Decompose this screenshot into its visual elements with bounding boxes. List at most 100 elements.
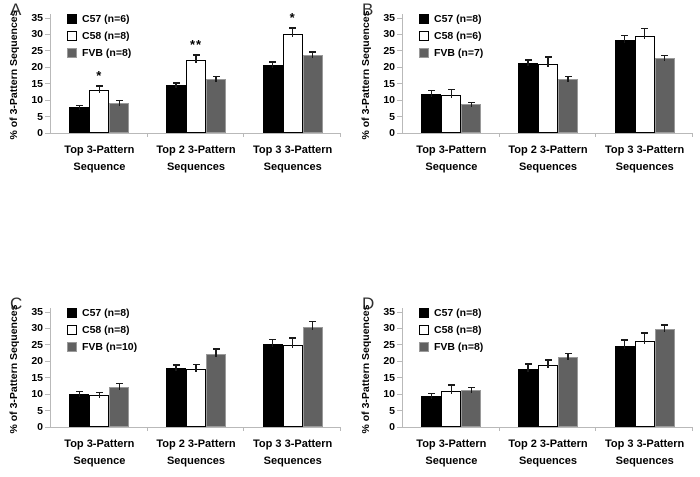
y-tick-label: 10 [383, 94, 395, 107]
legend-label: FVB (n=10) [82, 340, 138, 353]
bar-c57-group2 [518, 368, 538, 427]
error-bar-cap [621, 339, 629, 341]
x-category-label: Top 3 3-Pattern Sequences [241, 436, 345, 470]
y-tick-label: 5 [37, 404, 43, 417]
legend-swatch-fvb [67, 341, 77, 352]
error-bar-cap [212, 348, 220, 350]
x-category-label-line: Sequences [615, 161, 674, 173]
error-bar-cap [564, 352, 572, 355]
y-tick-label: 25 [31, 44, 43, 57]
bar-c58-group2 [186, 368, 206, 427]
error-bar-cap [621, 34, 629, 37]
bar-c58-group1 [441, 390, 462, 427]
panel-b-letter: B [362, 0, 374, 19]
error-bar-cap [661, 324, 669, 326]
legend: C57 (n=8) C58 (n=6) FVB (n=7) [419, 10, 483, 61]
error-bar-cap [192, 363, 200, 366]
x-category-label-line: Top 3 3-Pattern [605, 144, 685, 156]
y-tick-label: 0 [37, 421, 43, 433]
y-axis-tick [397, 132, 402, 134]
bar-c57-group2 [518, 63, 538, 133]
error-bar-line [311, 51, 314, 59]
bar-fvb-group2 [206, 354, 226, 427]
x-category-label-line: Top 3-Pattern [416, 438, 487, 450]
error-bar-cap [309, 320, 317, 323]
bar-c57-group2 [166, 367, 186, 427]
bar-fvb-group2 [558, 79, 578, 133]
x-category-label-line: Top 3 3-Pattern [253, 438, 333, 450]
y-tick-label: 20 [383, 355, 395, 368]
y-axis-tick [397, 410, 402, 412]
error-bar-cap [544, 359, 552, 361]
panel-c: C % of 3-Pattern Sequences 0 5 10 15 20 25 30 3… [2, 294, 350, 477]
y-axis-tick [45, 377, 50, 379]
error-bar-cap [661, 54, 669, 57]
legend-entry: C58 (n=6) [419, 27, 483, 44]
x-category-label-line: Top 3-Pattern [416, 144, 487, 156]
bar-fvb-group3 [654, 58, 675, 133]
error-bar-line [663, 54, 666, 62]
x-category-label-line: Sequence [425, 161, 478, 173]
x-axis-tick [498, 133, 500, 137]
y-tick-label: 5 [389, 404, 395, 417]
error-bar-cap [289, 337, 297, 339]
panel-c-letter: C [10, 294, 23, 313]
x-category-label: Top 3 3-Pattern Sequences [593, 436, 697, 470]
error-bar-line [291, 27, 294, 38]
legend-swatch-c57 [67, 307, 77, 318]
legend-entry: C58 (n=8) [419, 321, 483, 338]
legend-swatch-c58 [419, 324, 429, 335]
x-category-label: Top 3-Pattern Sequence [47, 142, 151, 176]
y-axis-tick [45, 360, 50, 362]
y-tick-label: 25 [383, 338, 395, 351]
y-tick-label: 0 [389, 421, 395, 433]
y-tick-label: 35 [383, 306, 395, 318]
bar-c57-group1 [421, 93, 442, 133]
y-axis-tick [397, 311, 402, 313]
y-axis-tick [45, 50, 50, 52]
x-category-label-line: Top 3-Pattern [64, 438, 135, 450]
x-category-label-line: Sequences [263, 161, 322, 173]
x-category-label-line: Sequences [166, 455, 226, 467]
y-axis-tick [397, 66, 402, 68]
error-bar-line [78, 390, 81, 397]
error-bar-cap [544, 56, 552, 58]
panel-d-plot-area: 0 5 10 15 20 25 30 35 C57 (n=8) C58 (n=8) FVB (n=8… [383, 306, 693, 467]
y-tick-label: 20 [383, 61, 395, 74]
x-category-label: Top 2 3-Pattern Sequences [144, 436, 248, 470]
bar-c57-group3 [262, 343, 283, 427]
x-axis-tick [146, 133, 148, 137]
legend-swatch-c57 [419, 13, 429, 24]
panel-d-y-axis-title: % of 3-Pattern Sequences [360, 304, 372, 434]
bar-c57-group3 [614, 345, 635, 427]
y-tick-label: 0 [389, 127, 395, 139]
error-bar-line [175, 364, 177, 371]
legend-swatch-c58 [419, 30, 429, 41]
legend-entry: C57 (n=8) [67, 304, 137, 321]
y-tick-label: 15 [31, 77, 43, 90]
y-axis-tick [397, 360, 402, 362]
error-bar-line [547, 56, 549, 67]
legend-entry: C57 (n=8) [419, 304, 483, 321]
error-bar-line [291, 337, 294, 348]
y-axis-tick [397, 116, 402, 118]
error-bar-cap [269, 61, 277, 63]
legend-entry: FVB (n=8) [67, 44, 131, 61]
x-category-label-line: Sequence [73, 161, 126, 173]
bar-fvb-group3 [654, 328, 675, 427]
panel-b-y-axis-title: % of 3-Pattern Sequences [360, 10, 372, 140]
error-bar-line [527, 363, 529, 372]
y-axis-tick [397, 377, 402, 379]
x-axis-tick [146, 427, 148, 431]
error-bar-line [527, 59, 529, 67]
x-axis-tick [595, 427, 597, 431]
legend-label: FVB (n=8) [82, 46, 132, 59]
y-tick-label: 35 [383, 12, 395, 24]
error-bar-line [175, 82, 177, 89]
y-axis-tick [397, 99, 402, 101]
error-bar-line [623, 34, 626, 44]
bar-c58-group1 [89, 90, 110, 133]
legend-entry: C58 (n=8) [67, 27, 131, 44]
bar-c58-group3 [634, 340, 655, 427]
legend-swatch-fvb [419, 47, 429, 58]
